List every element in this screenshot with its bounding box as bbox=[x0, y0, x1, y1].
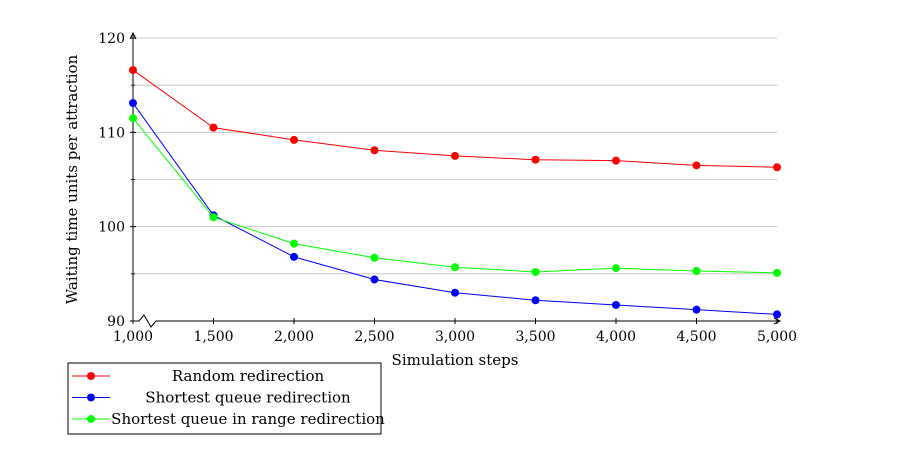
data-point bbox=[129, 99, 137, 108]
data-point bbox=[612, 264, 620, 273]
legend: Random redirection Shortest queue redirec… bbox=[67, 362, 385, 435]
data-point bbox=[773, 310, 781, 319]
x-tick-label: 4,500 bbox=[676, 329, 716, 345]
legend-label: Shortest queue redirection bbox=[145, 389, 351, 407]
y-tick-label: 90 bbox=[107, 314, 125, 330]
data-point bbox=[209, 123, 218, 132]
series-3 bbox=[129, 114, 781, 277]
x-tick-label: 4,000 bbox=[596, 329, 636, 345]
y-tick-label: 100 bbox=[98, 220, 125, 236]
data-point bbox=[531, 155, 540, 164]
legend-item: Shortest queue in range redirection bbox=[72, 410, 385, 428]
data-point bbox=[129, 114, 137, 123]
data-point bbox=[692, 305, 701, 314]
data-point bbox=[612, 156, 620, 165]
legend-box bbox=[67, 362, 382, 435]
series-line bbox=[132, 102, 778, 315]
x-tick-label: 1,500 bbox=[193, 329, 233, 345]
data-point bbox=[290, 252, 298, 261]
x-tick-label: 3,500 bbox=[515, 329, 555, 345]
data-point bbox=[290, 135, 298, 144]
data-point bbox=[531, 267, 540, 276]
x-tick-label: 2,500 bbox=[354, 329, 394, 345]
tick-labels: 90 100 110 120 1,000 1,500 2,000 2,500 3,000 3,50… bbox=[98, 31, 797, 345]
legend-marker bbox=[87, 372, 95, 380]
legend-label: Random redirection bbox=[172, 367, 325, 385]
data-point bbox=[692, 267, 701, 276]
data-point bbox=[129, 66, 137, 75]
data-point bbox=[451, 151, 459, 160]
legend-marker bbox=[87, 393, 95, 402]
data-point bbox=[773, 163, 781, 172]
grid-lines bbox=[133, 37, 777, 275]
data-point bbox=[612, 300, 620, 309]
data-point bbox=[451, 288, 459, 297]
x-axis-label: Simulation steps bbox=[392, 351, 519, 369]
x-tick-label: 1,000 bbox=[113, 329, 153, 345]
data-point bbox=[451, 263, 459, 272]
data-point bbox=[531, 296, 540, 305]
series-1 bbox=[129, 66, 781, 172]
data-point bbox=[209, 213, 218, 222]
axes bbox=[129, 31, 782, 328]
series-line bbox=[132, 117, 778, 274]
legend-item: Shortest queue redirection bbox=[72, 389, 351, 407]
legend-label: Shortest queue in range redirection bbox=[111, 410, 385, 428]
series-group bbox=[129, 66, 781, 319]
y-axis-label: Waiting time units per attraction bbox=[63, 54, 81, 304]
data-point bbox=[370, 275, 379, 284]
x-axis-line bbox=[133, 314, 779, 328]
x-tick-label: 2,000 bbox=[274, 329, 314, 345]
y-tick-label: 120 bbox=[98, 31, 125, 47]
data-point bbox=[773, 268, 781, 277]
y-axis-arrow bbox=[129, 31, 137, 40]
legend-item: Random redirection bbox=[72, 367, 324, 385]
data-point bbox=[692, 161, 701, 170]
data-point bbox=[290, 239, 298, 248]
x-axis-arrow bbox=[773, 317, 782, 325]
x-tick-label: 3,000 bbox=[435, 329, 475, 345]
legend-marker bbox=[87, 415, 95, 423]
data-point bbox=[370, 146, 379, 155]
x-tick-label: 5,000 bbox=[757, 329, 797, 345]
data-point bbox=[370, 253, 379, 262]
y-tick-label: 110 bbox=[98, 125, 125, 141]
